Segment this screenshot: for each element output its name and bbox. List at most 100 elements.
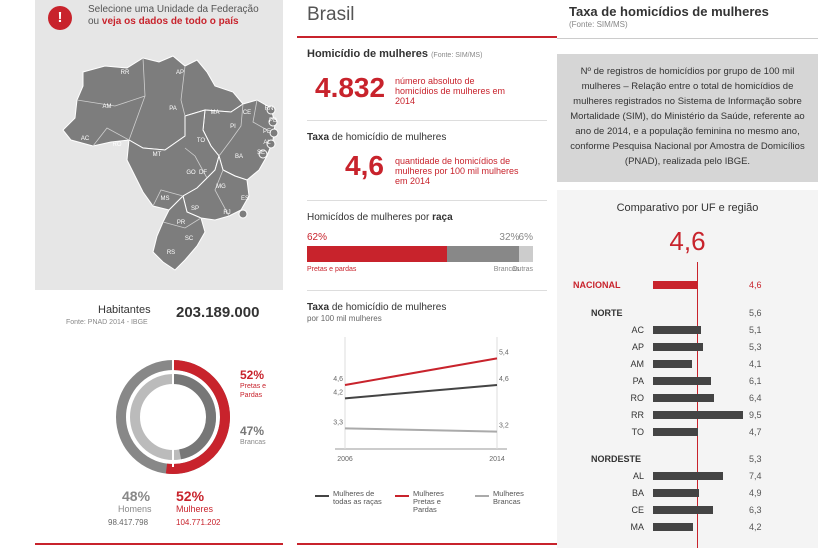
line-chart: 2006 2014 4,2 4,6 4,6 5,4 3,3 3,2 xyxy=(333,337,509,463)
divider-3 xyxy=(307,290,547,291)
raca-bar-0 xyxy=(307,246,448,262)
description-text: Nº de registros de homicídios por grupo … xyxy=(570,66,805,167)
habitantes-label: Habitantes xyxy=(98,304,151,316)
mulheres-label: Mulheres xyxy=(176,504,214,514)
map-state-sc[interactable]: SC xyxy=(185,236,194,242)
taxa-bold: Taxa xyxy=(307,132,330,143)
uf-value: 7,4 xyxy=(749,471,762,481)
uf-value: 6,4 xyxy=(749,393,762,403)
right-top-rule xyxy=(557,38,818,39)
map-state-sp[interactable]: SP xyxy=(191,206,199,212)
map-state-ms[interactable]: MS xyxy=(161,196,170,202)
brasil-rule xyxy=(297,36,557,38)
uf-value: 5,6 xyxy=(749,308,762,318)
uf-row-rr[interactable]: RR 9,5 xyxy=(557,408,818,424)
habitantes-source: Fonte: PNAD 2014 - IBGE xyxy=(66,319,148,326)
legend-label-0: Mulheres de todas as raças xyxy=(333,489,382,506)
line-title-bold: Taxa xyxy=(307,302,330,313)
map-state-ap[interactable]: AP xyxy=(176,70,184,76)
uf-row-ma[interactable]: MA 4,2 xyxy=(557,520,818,536)
mulheres-value: 104.771.202 xyxy=(176,518,221,527)
uf-bar xyxy=(653,360,692,368)
brancas-inner-arc xyxy=(172,374,216,460)
map-state-rj[interactable]: RJ xyxy=(223,210,230,216)
map-state-mt[interactable]: MT xyxy=(153,152,162,158)
x-tick-2006: 2006 xyxy=(337,456,353,463)
brazil-map[interactable]: RR AP AM PA MA CE RN PB PE AL SE PI AC RO TO MT BA GO DF MG… xyxy=(35,0,283,290)
map-state-se[interactable]: SE xyxy=(257,150,265,156)
map-state-es[interactable]: ES xyxy=(241,196,249,202)
country-data-link[interactable]: veja os dados de todo o país xyxy=(101,16,239,27)
map-state-ba[interactable]: BA xyxy=(235,154,243,160)
uf-bar xyxy=(653,489,700,497)
comparativo-value: 4,6 xyxy=(669,226,706,256)
uf-row-ro[interactable]: RO 6,4 xyxy=(557,391,818,407)
map-state-df[interactable]: DF xyxy=(199,170,207,176)
x-tick-2014: 2014 xyxy=(489,456,505,463)
uf-label: RO xyxy=(630,393,645,403)
legend-label-1: Mulheres Pretas e Pardas xyxy=(413,489,444,514)
comparativo-title: Comparativo por UF e região xyxy=(616,202,759,214)
uf-bar xyxy=(653,506,713,514)
uf-label: BA xyxy=(631,488,644,498)
map-state-pb[interactable]: PB xyxy=(269,118,277,124)
map-state-rs[interactable]: RS xyxy=(167,250,175,256)
homens-label: Homens xyxy=(118,504,152,514)
uf-row-ac[interactable]: AC 5,1 xyxy=(557,323,818,339)
map-state-pi[interactable]: PI xyxy=(230,124,236,130)
uf-row-pa[interactable]: PA 6,1 xyxy=(557,374,818,390)
uf-row-al[interactable]: AL 7,4 xyxy=(557,469,818,485)
uf-row-norte[interactable]: NORTE 5,6 xyxy=(557,306,818,322)
legend-swatch-1 xyxy=(395,495,409,497)
series-line-0 xyxy=(344,384,498,400)
map-state-ac[interactable]: AC xyxy=(81,136,90,142)
data-label-0-1: 4,6 xyxy=(499,376,509,383)
uf-label: AP xyxy=(631,342,644,352)
uf-label: MA xyxy=(630,522,645,532)
uf-row-ba[interactable]: BA 4,9 xyxy=(557,486,818,502)
uf-value: 4,1 xyxy=(749,359,762,369)
uf-label: PA xyxy=(632,376,644,386)
map-state-pa[interactable]: PA xyxy=(169,106,177,112)
raca-pct-0: 62% xyxy=(307,232,328,243)
map-state-pr[interactable]: PR xyxy=(177,220,186,226)
hom-title: Homicídio de mulheres (Fonte: SIM/MS) xyxy=(307,48,482,60)
map-state-ma[interactable]: MA xyxy=(211,110,220,116)
uf-row-nacional[interactable]: NACIONAL 4,6 xyxy=(557,278,818,294)
alert-icon: ! xyxy=(48,6,72,30)
pretas-pct: 52% xyxy=(240,368,265,382)
uf-label: RR xyxy=(631,410,644,420)
legend-label-2: Mulheres Brancas xyxy=(493,489,524,506)
map-state-mg[interactable]: MG xyxy=(216,184,226,190)
map-state-pe[interactable]: PE xyxy=(263,129,271,135)
uf-row-am[interactable]: AM 4,1 xyxy=(557,357,818,373)
map-state-rr[interactable]: RR xyxy=(121,70,130,76)
uf-label: NORTE xyxy=(591,308,623,318)
uf-row-ce[interactable]: CE 6,3 xyxy=(557,503,818,519)
raca-label-0: Pretas e pardas xyxy=(307,266,357,273)
hom-source: (Fonte: SIM/MS) xyxy=(431,52,483,59)
uf-value: 5,1 xyxy=(749,325,762,335)
series-line-1 xyxy=(344,357,498,386)
data-label-0-0: 4,2 xyxy=(333,389,343,396)
map-state-ro[interactable]: RO xyxy=(113,142,122,148)
map-state-go[interactable]: GO xyxy=(186,170,196,176)
uf-bar xyxy=(653,411,743,419)
homens-pct: 48% xyxy=(122,488,151,504)
map-state-ce[interactable]: CE xyxy=(243,110,251,116)
uf-row-nordeste[interactable]: NORDESTE 5,3 xyxy=(557,452,818,468)
population-donut xyxy=(116,357,230,474)
uf-value: 5,3 xyxy=(749,342,762,352)
uf-row-ap[interactable]: AP 5,3 xyxy=(557,340,818,356)
map-state-al[interactable]: AL xyxy=(263,140,271,146)
hom-value: 4.832 xyxy=(315,72,386,103)
mulheres-pct: 52% xyxy=(176,488,205,504)
map-state-to[interactable]: TO xyxy=(197,138,206,144)
right-source: (Fonte: SIM/MS) xyxy=(569,20,628,29)
map-region-south[interactable] xyxy=(152,195,206,271)
series-line-2 xyxy=(344,427,498,433)
uf-row-to[interactable]: TO 4,7 xyxy=(557,425,818,441)
map-state-rn[interactable]: RN xyxy=(265,106,274,112)
raca-bar-2 xyxy=(519,246,533,262)
map-state-am[interactable]: AM xyxy=(103,104,112,110)
